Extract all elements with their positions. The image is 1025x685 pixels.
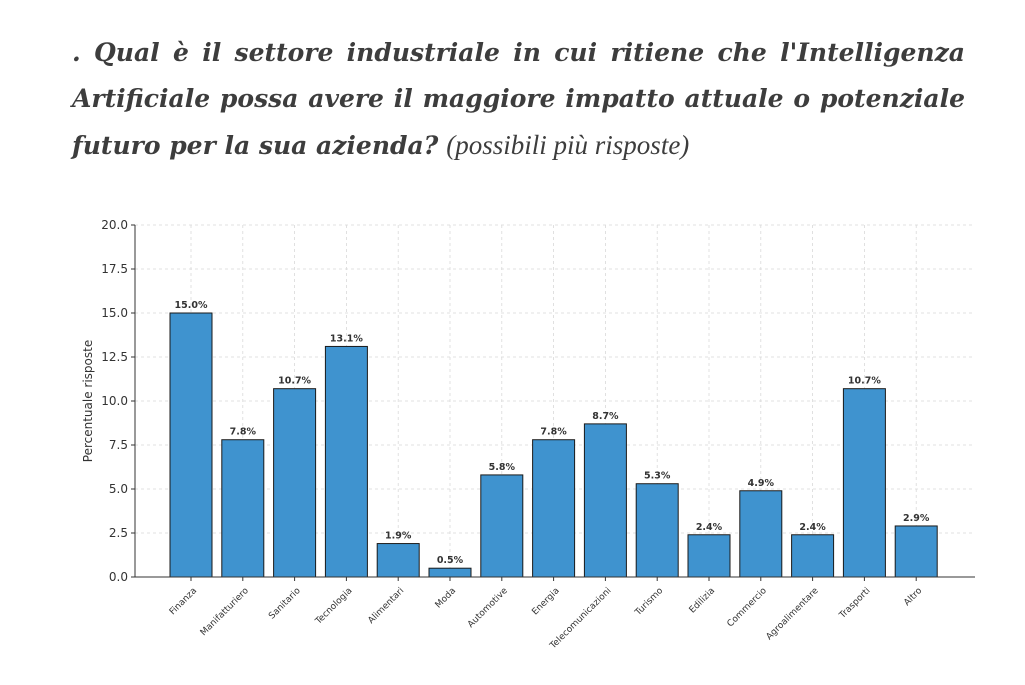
data-label: 2.9% (903, 513, 930, 524)
x-tick-label: Commercio (726, 586, 770, 630)
bar-manifatturiero (221, 439, 265, 578)
y-axis-label: Percentuale risposte (81, 340, 95, 462)
data-label: 13.1% (330, 333, 363, 344)
data-label: 8.7% (592, 411, 619, 422)
data-label: 10.7% (278, 376, 311, 387)
y-tick-label: 20.0 (101, 218, 128, 232)
data-label: 2.4% (799, 522, 826, 533)
y-tick-label: 7.5 (109, 438, 128, 452)
x-tick-label: Edilizia (688, 586, 717, 615)
x-tick-label: Sanitario (267, 586, 303, 622)
data-label: 7.8% (540, 427, 567, 438)
x-tick-label: Altro (902, 586, 924, 608)
x-tick-label: Alimentari (366, 586, 406, 626)
bar-finanza (169, 312, 213, 578)
x-tick-label: Automotive (466, 586, 510, 630)
y-tick-label: 5.0 (109, 482, 128, 496)
y-tick-label: 12.5 (101, 350, 128, 364)
question-text: . Qual è il settore industriale in cui r… (72, 38, 965, 160)
y-tick-label: 15.0 (101, 306, 128, 320)
x-tick-label: Trasporti (837, 586, 872, 621)
data-label: 5.3% (644, 471, 671, 482)
x-tick-label: Tecnologia (313, 586, 354, 627)
bar-tecnologia (324, 345, 368, 578)
bar-commercio (739, 490, 783, 578)
bar-sanitario (273, 388, 317, 578)
bar-energia (532, 439, 576, 578)
bar-moda (428, 567, 472, 578)
bar-automotive (480, 474, 524, 578)
y-tick-label: 0.0 (109, 570, 128, 584)
x-tick-label: Manifatturiero (199, 586, 251, 638)
data-label: 10.7% (848, 376, 881, 387)
bar-alimentari (376, 543, 420, 578)
bar-trasporti (842, 388, 886, 578)
data-label: 5.8% (489, 462, 516, 473)
x-tick-label: Finanza (168, 586, 199, 617)
y-tick-label: 17.5 (101, 262, 128, 276)
x-tick-label: Turismo (633, 586, 666, 619)
y-tick-label: 10.0 (101, 394, 128, 408)
y-tick-label: 2.5 (109, 526, 128, 540)
data-label: 15.0% (175, 300, 208, 311)
data-label: 7.8% (230, 427, 257, 438)
x-tick-label: Energia (530, 586, 561, 617)
question-title: . Qual è il settore industriale in cui r… (72, 30, 965, 169)
data-label: 2.4% (696, 522, 723, 533)
x-tick-label: Moda (434, 586, 458, 610)
data-label: 0.5% (437, 555, 464, 566)
data-label: 4.9% (748, 478, 775, 489)
bar-turismo (635, 483, 679, 578)
bar-agroalimentare (791, 534, 835, 578)
x-tick-label: Agroalimentare (765, 586, 822, 643)
bar-edilizia (687, 534, 731, 578)
data-label: 1.9% (385, 531, 412, 542)
bar-altro (894, 525, 938, 578)
question-note: (possibili più risposte) (446, 130, 690, 160)
bar-telecomunicazioni (583, 423, 627, 578)
